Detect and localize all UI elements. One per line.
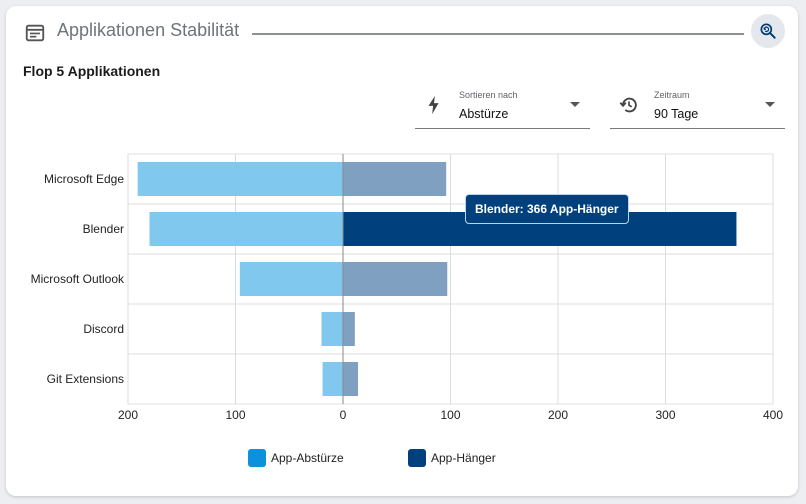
bar-crashes [149, 212, 343, 246]
category-label: Git Extensions [47, 372, 124, 386]
bolt-icon [428, 95, 439, 115]
chart-subtitle: Flop 5 Applikationen [23, 63, 161, 79]
category-label: Microsoft Outlook [31, 272, 125, 286]
range-select-label: Zeitraum [654, 90, 690, 100]
title-divider [252, 33, 744, 35]
x-tick-label: 0 [340, 408, 347, 422]
legend-item-hangs[interactable]: App-Hänger [408, 449, 496, 467]
category-label: Blender [83, 222, 124, 236]
x-tick-label: 100 [225, 408, 245, 422]
legend-swatch-crashes [248, 449, 266, 467]
search-refresh-button[interactable] [751, 14, 785, 48]
web-window-icon [25, 24, 45, 42]
chart-tooltip: Blender: 366 App-Hänger [465, 194, 629, 224]
bar-crashes [239, 262, 343, 296]
bar-hangs [343, 162, 447, 196]
sort-select[interactable]: Sortieren nach Abstürze [415, 83, 590, 129]
search-refresh-icon [760, 23, 776, 39]
legend-label-crashes: App-Abstürze [271, 451, 344, 465]
tooltip-tail [538, 223, 548, 228]
legend-swatch-hangs [408, 449, 426, 467]
range-select[interactable]: Zeitraum 90 Tage [610, 83, 785, 129]
sort-select-label: Sortieren nach [459, 90, 518, 100]
x-tick-label: 300 [655, 408, 675, 422]
range-select-value: 90 Tage [654, 107, 699, 121]
bar-hangs [343, 262, 448, 296]
x-tick-label: 200 [548, 408, 568, 422]
bar-hangs [343, 312, 355, 346]
card-title: Applikationen Stabilität [57, 20, 240, 40]
sort-select-value: Abstürze [459, 107, 509, 121]
bar-crashes [322, 362, 343, 396]
stability-bar-chart: 200 100 0 100 200 300 400 Microsoft Edge Blender… [31, 153, 783, 422]
stability-card: Applikationen Stabilität Flop 5 Applikat… [6, 6, 798, 496]
x-tick-label: 400 [763, 408, 783, 422]
x-tick-label: 100 [440, 408, 460, 422]
history-icon [619, 97, 637, 113]
bar-crashes [321, 312, 343, 346]
bar-crashes [137, 162, 343, 196]
category-label: Microsoft Edge [44, 172, 124, 186]
category-label: Discord [83, 322, 124, 336]
chevron-down-icon [570, 102, 580, 107]
bar-hangs [343, 362, 359, 396]
legend-item-crashes[interactable]: App-Abstürze [248, 449, 344, 467]
legend-label-hangs: App-Hänger [431, 451, 496, 465]
chevron-down-icon [765, 102, 775, 107]
x-tick-label: 200 [118, 408, 138, 422]
